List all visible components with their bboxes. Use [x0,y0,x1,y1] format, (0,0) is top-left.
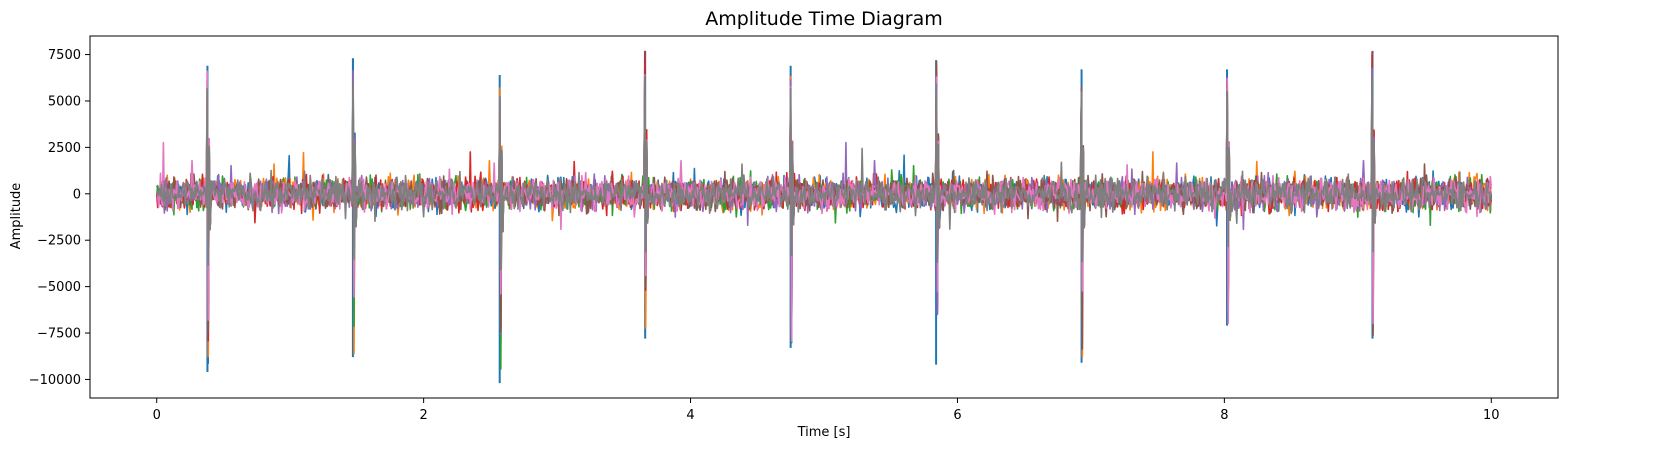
y-tick-label: 7500 [48,48,81,63]
x-tick-label: 2 [419,408,427,423]
series-line [155,70,1493,342]
x-tick-label: 4 [686,408,694,423]
chart-title: Amplitude Time Diagram [705,8,943,30]
plot-area [155,50,1493,384]
x-tick-label: 6 [953,408,961,423]
y-axis-label: Amplitude [9,183,24,250]
x-tick-label: 8 [1220,408,1228,423]
y-axis: −10000 −7500 −5000 −2500 0 2500 5000 7500 [29,48,90,388]
y-tick-label: −7500 [37,327,81,342]
y-tick-label: −10000 [29,373,81,388]
x-tick-label: 10 [1483,408,1500,423]
y-tick-label: 2500 [48,141,81,156]
y-tick-label: 5000 [48,94,81,109]
x-tick-label: 0 [153,408,161,423]
x-axis: 0 2 4 6 8 10 [153,398,1500,423]
y-tick-label: 0 [73,187,81,202]
series-line [155,75,1492,271]
y-tick-label: −2500 [37,234,81,249]
plot-frame [89,35,1559,399]
y-tick-label: −5000 [37,280,81,295]
x-axis-label: Time [s] [797,425,851,440]
